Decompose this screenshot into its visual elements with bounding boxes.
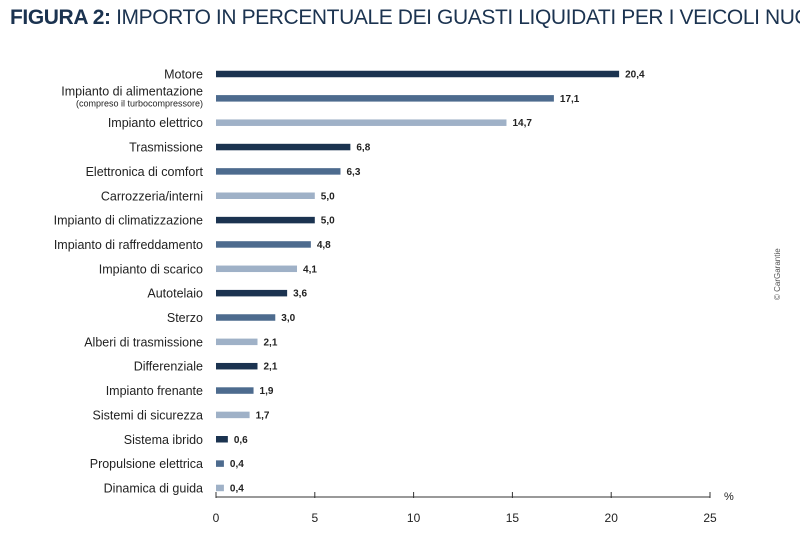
category-label: Alberi di trasmissione bbox=[84, 335, 203, 349]
category-label: Propulsione elettrica bbox=[90, 457, 203, 471]
bar bbox=[216, 362, 258, 370]
bar bbox=[216, 289, 288, 297]
category-label: Impianto di scarico bbox=[99, 262, 203, 276]
category-label: Autotelaio bbox=[147, 287, 203, 301]
category-label: Sistemi di sicurezza bbox=[93, 408, 203, 422]
value-label: 14,7 bbox=[512, 118, 532, 129]
category-label: Motore bbox=[164, 68, 203, 82]
value-label: 20,4 bbox=[625, 70, 645, 81]
chart-title-prefix: FIGURA 2: bbox=[10, 6, 111, 29]
x-unit-label: % bbox=[724, 491, 734, 503]
value-label: 3,0 bbox=[281, 313, 295, 324]
category-label: Carrozzeria/interni bbox=[101, 189, 203, 203]
category-label: Impianto di climatizzazione bbox=[54, 214, 203, 228]
bar bbox=[216, 436, 228, 443]
category-label: Trasmissione bbox=[129, 141, 203, 155]
bar bbox=[216, 338, 258, 346]
value-label: 0,6 bbox=[234, 435, 248, 446]
bar bbox=[216, 168, 341, 175]
category-label: Elettronica di comfort bbox=[86, 165, 204, 179]
bar bbox=[216, 265, 298, 273]
category-label: Sterzo bbox=[167, 311, 203, 325]
bar bbox=[216, 143, 351, 151]
x-tick-label: 10 bbox=[407, 511, 421, 525]
category-note: (compreso il turbocompressore) bbox=[76, 98, 203, 108]
value-label: 0,4 bbox=[230, 483, 244, 494]
category-label: Dinamica di guida bbox=[104, 481, 203, 495]
category-label: Impianto frenante bbox=[106, 384, 203, 398]
value-label: 2,1 bbox=[263, 362, 277, 373]
bar bbox=[216, 95, 554, 102]
category-label: Impianto elettrico bbox=[108, 116, 203, 130]
value-label: 5,0 bbox=[321, 191, 335, 202]
bar bbox=[216, 314, 276, 321]
category-label: Differenziale bbox=[134, 360, 203, 374]
bar bbox=[216, 119, 507, 126]
x-tick-label: 5 bbox=[311, 511, 318, 525]
x-tick-label: 25 bbox=[703, 511, 717, 525]
bar bbox=[216, 387, 254, 394]
x-tick-label: 15 bbox=[506, 511, 520, 525]
bars-layer: Motore 20,4 Impianto di alimentazione(comp… bbox=[54, 68, 645, 496]
x-tick-label: 0 bbox=[213, 511, 220, 525]
value-label: 0,4 bbox=[230, 459, 244, 470]
value-label: 1,9 bbox=[260, 386, 274, 397]
value-label: 4,1 bbox=[303, 264, 317, 275]
bar bbox=[216, 411, 250, 419]
x-axis: 0 5 10 15 20 25% bbox=[213, 491, 734, 525]
value-label: 4,8 bbox=[317, 240, 331, 251]
value-label: 6,3 bbox=[346, 167, 360, 178]
copyright-credit: © CarGarantie bbox=[773, 248, 782, 300]
value-label: 6,8 bbox=[356, 143, 370, 154]
bar bbox=[216, 241, 311, 248]
chart-title: FIGURA 2: IMPORTO IN PERCENTUALE DEI GUA… bbox=[10, 6, 800, 30]
bar bbox=[216, 192, 315, 199]
value-label: 5,0 bbox=[321, 216, 335, 227]
bar bbox=[216, 70, 620, 78]
x-tick-label: 20 bbox=[605, 511, 619, 525]
value-label: 2,1 bbox=[263, 337, 277, 348]
bar bbox=[216, 484, 224, 492]
bar bbox=[216, 460, 224, 467]
value-label: 1,7 bbox=[256, 410, 270, 421]
category-label: Sistema ibrido bbox=[124, 433, 203, 447]
value-label: 3,6 bbox=[293, 289, 307, 300]
value-label: 17,1 bbox=[560, 94, 580, 105]
bar bbox=[216, 216, 315, 224]
chart-title-text: IMPORTO IN PERCENTUALE DEI GUASTI LIQUID… bbox=[116, 6, 800, 29]
category-label: Impianto di alimentazione bbox=[61, 84, 203, 98]
category-label: Impianto di raffreddamento bbox=[54, 238, 203, 252]
